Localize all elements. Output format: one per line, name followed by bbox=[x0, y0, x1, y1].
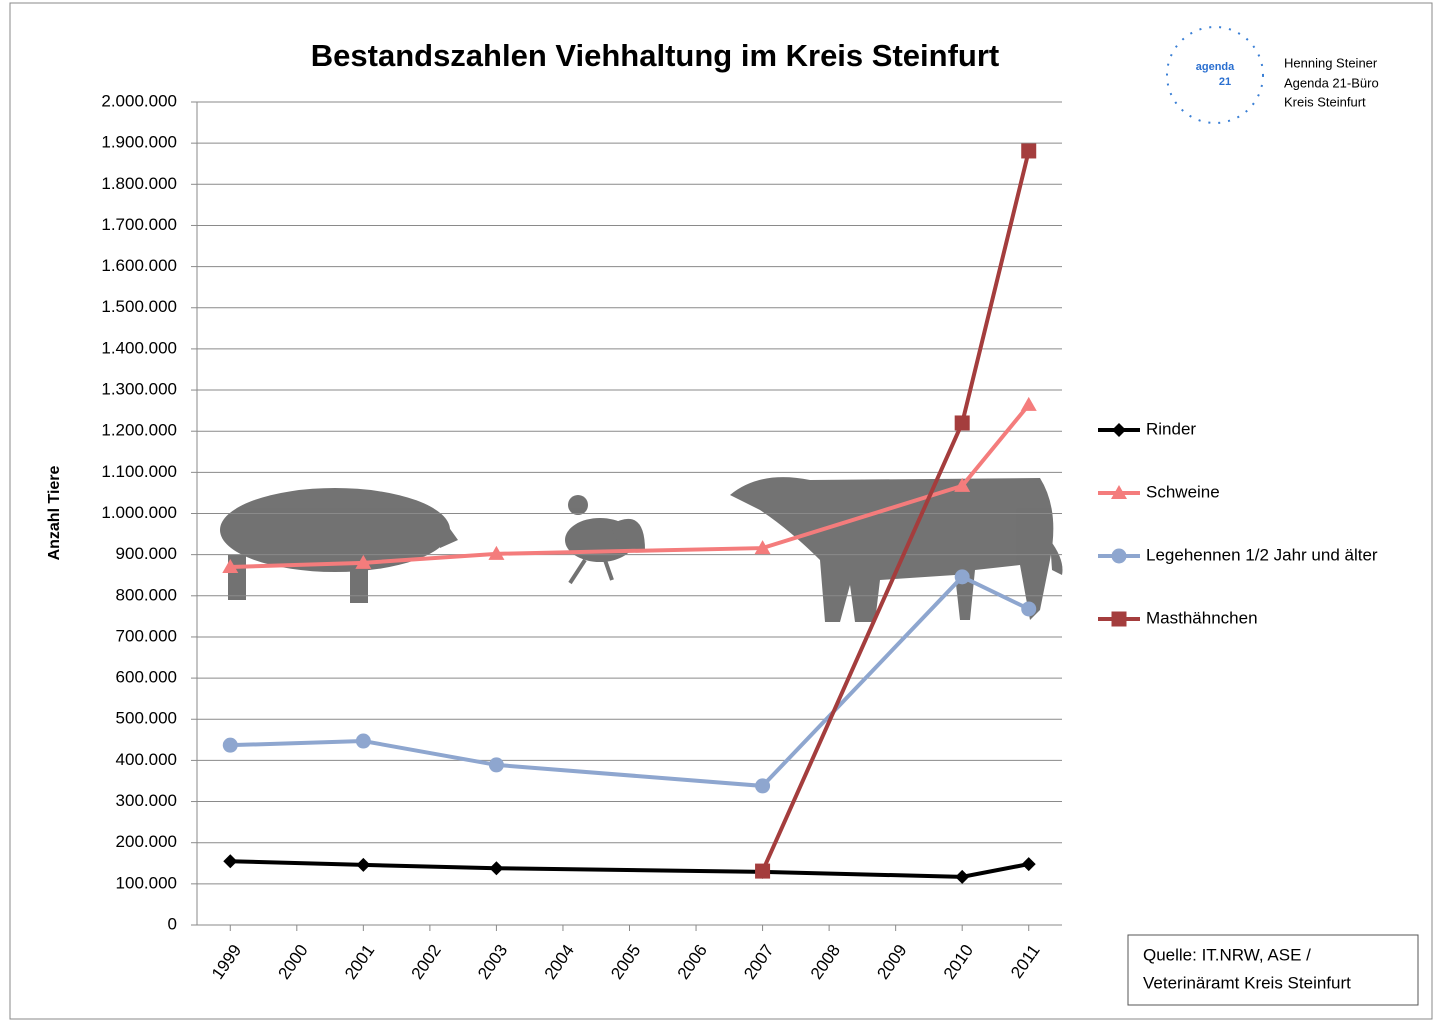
source-text: Quelle: IT.NRW, ASE / bbox=[1143, 945, 1311, 964]
y-tick-label: 600.000 bbox=[116, 668, 177, 687]
logo-line: Kreis Steinfurt bbox=[1284, 94, 1366, 109]
y-tick-label: 100.000 bbox=[116, 873, 177, 892]
y-tick-label: 800.000 bbox=[116, 585, 177, 604]
y-tick-label: 900.000 bbox=[116, 544, 177, 563]
y-tick-label: 1.100.000 bbox=[101, 462, 177, 481]
marker bbox=[489, 757, 504, 772]
y-tick-label: 1.800.000 bbox=[101, 174, 177, 193]
marker bbox=[223, 738, 238, 753]
y-tick-label: 400.000 bbox=[116, 750, 177, 769]
marker bbox=[1021, 601, 1036, 616]
y-tick-label: 1.000.000 bbox=[101, 503, 177, 522]
y-tick-label: 1.500.000 bbox=[101, 297, 177, 316]
y-axis-label: Anzahl Tiere bbox=[46, 465, 63, 560]
marker bbox=[955, 415, 970, 430]
y-tick-label: 1.700.000 bbox=[101, 215, 177, 234]
y-tick-label: 0 bbox=[168, 914, 177, 933]
marker bbox=[755, 778, 770, 793]
legend-marker bbox=[1112, 612, 1127, 627]
y-tick-label: 700.000 bbox=[116, 626, 177, 645]
y-tick-label: 1.200.000 bbox=[101, 421, 177, 440]
marker bbox=[356, 734, 371, 749]
y-tick-label: 1.600.000 bbox=[101, 256, 177, 275]
logo-line: Agenda 21-Büro bbox=[1284, 75, 1379, 90]
y-tick-label: 1.400.000 bbox=[101, 338, 177, 357]
y-tick-label: 200.000 bbox=[116, 832, 177, 851]
y-tick-label: 500.000 bbox=[116, 709, 177, 728]
marker bbox=[1021, 143, 1036, 158]
source-text: Veterinäramt Kreis Steinfurt bbox=[1143, 973, 1351, 992]
chart-title: Bestandszahlen Viehhaltung im Kreis Stei… bbox=[311, 38, 999, 73]
legend-label: Rinder bbox=[1146, 419, 1196, 438]
y-tick-label: 1.900.000 bbox=[101, 133, 177, 152]
logo-mark: agenda bbox=[1196, 61, 1235, 73]
y-tick-label: 2.000.000 bbox=[101, 91, 177, 110]
chart: Bestandszahlen Viehhaltung im Kreis Stei… bbox=[0, 0, 1436, 1022]
marker bbox=[955, 569, 970, 584]
marker bbox=[755, 864, 770, 879]
y-tick-label: 300.000 bbox=[116, 791, 177, 810]
logo-line: Henning Steiner bbox=[1284, 55, 1378, 70]
legend-label: Schweine bbox=[1146, 482, 1220, 501]
y-tick-label: 1.300.000 bbox=[101, 380, 177, 399]
chart-border bbox=[10, 3, 1432, 1019]
legend-marker bbox=[1112, 549, 1127, 564]
legend-label: Legehennen 1/2 Jahr und älter bbox=[1146, 545, 1378, 564]
legend-label: Masthähnchen bbox=[1146, 608, 1258, 627]
logo-mark: 21 bbox=[1219, 76, 1231, 88]
